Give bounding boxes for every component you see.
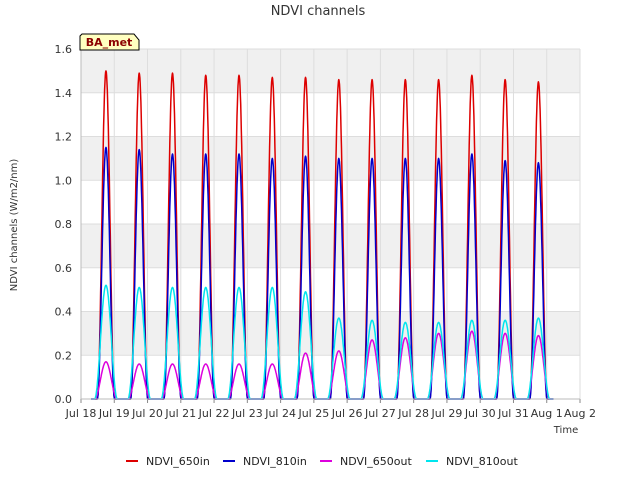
- x-tick-label: Jul 21: [164, 407, 196, 420]
- y-tick-label: 1.4: [55, 87, 73, 100]
- x-tick-label: Jul 25: [297, 407, 329, 420]
- x-tick-label: Jul 31: [497, 407, 529, 420]
- plot-band: [81, 311, 580, 356]
- y-tick-label: 1.0: [55, 174, 73, 187]
- plot-band: [81, 224, 580, 268]
- site-badge-label: BA_met: [86, 36, 133, 49]
- x-tick-label: Jul 24: [264, 407, 296, 420]
- x-tick-label: Jul 20: [131, 407, 163, 420]
- legend: NDVI_650in NDVI_810in NDVI_650out NDVI_810o…: [126, 455, 518, 468]
- x-tick-label: Aug 2: [564, 407, 596, 420]
- x-tick-label: Jul 29: [431, 407, 463, 420]
- legend-entry: NDVI_810in: [243, 455, 307, 468]
- x-tick-label: Aug 1: [531, 407, 563, 420]
- x-tick-label: Jul 22: [198, 407, 230, 420]
- x-tick-label: Jul 27: [364, 407, 396, 420]
- plot-band: [81, 49, 580, 93]
- site-badge: BA_met: [79, 33, 140, 51]
- y-tick-label: 0.0: [55, 393, 73, 406]
- chart-title: NDVI channels: [271, 4, 366, 19]
- x-tick-label: Jul 18: [65, 407, 97, 420]
- y-tick-label: 0.4: [55, 306, 73, 319]
- y-tick-label: 1.2: [55, 131, 73, 144]
- y-tick-label: 0.2: [55, 349, 73, 362]
- x-tick-label: Jul 26: [331, 407, 363, 420]
- legend-entry: NDVI_650out: [340, 455, 412, 468]
- x-tick-label: Jul 28: [397, 407, 429, 420]
- x-axis-label: Time: [553, 425, 578, 436]
- legend-entry: NDVI_650in: [146, 455, 210, 468]
- y-tick-label: 0.8: [55, 218, 73, 231]
- y-axis-label: NDVI channels (W/m2/nm): [9, 159, 20, 292]
- x-tick-label: Jul 30: [464, 407, 496, 420]
- y-tick-label: 1.6: [55, 43, 73, 56]
- plot-band: [81, 136, 580, 181]
- legend-entry: NDVI_810out: [446, 455, 518, 468]
- y-tick-label: 0.6: [55, 262, 73, 275]
- x-tick-label: Jul 23: [231, 407, 263, 420]
- x-tick-label: Jul 19: [98, 407, 130, 420]
